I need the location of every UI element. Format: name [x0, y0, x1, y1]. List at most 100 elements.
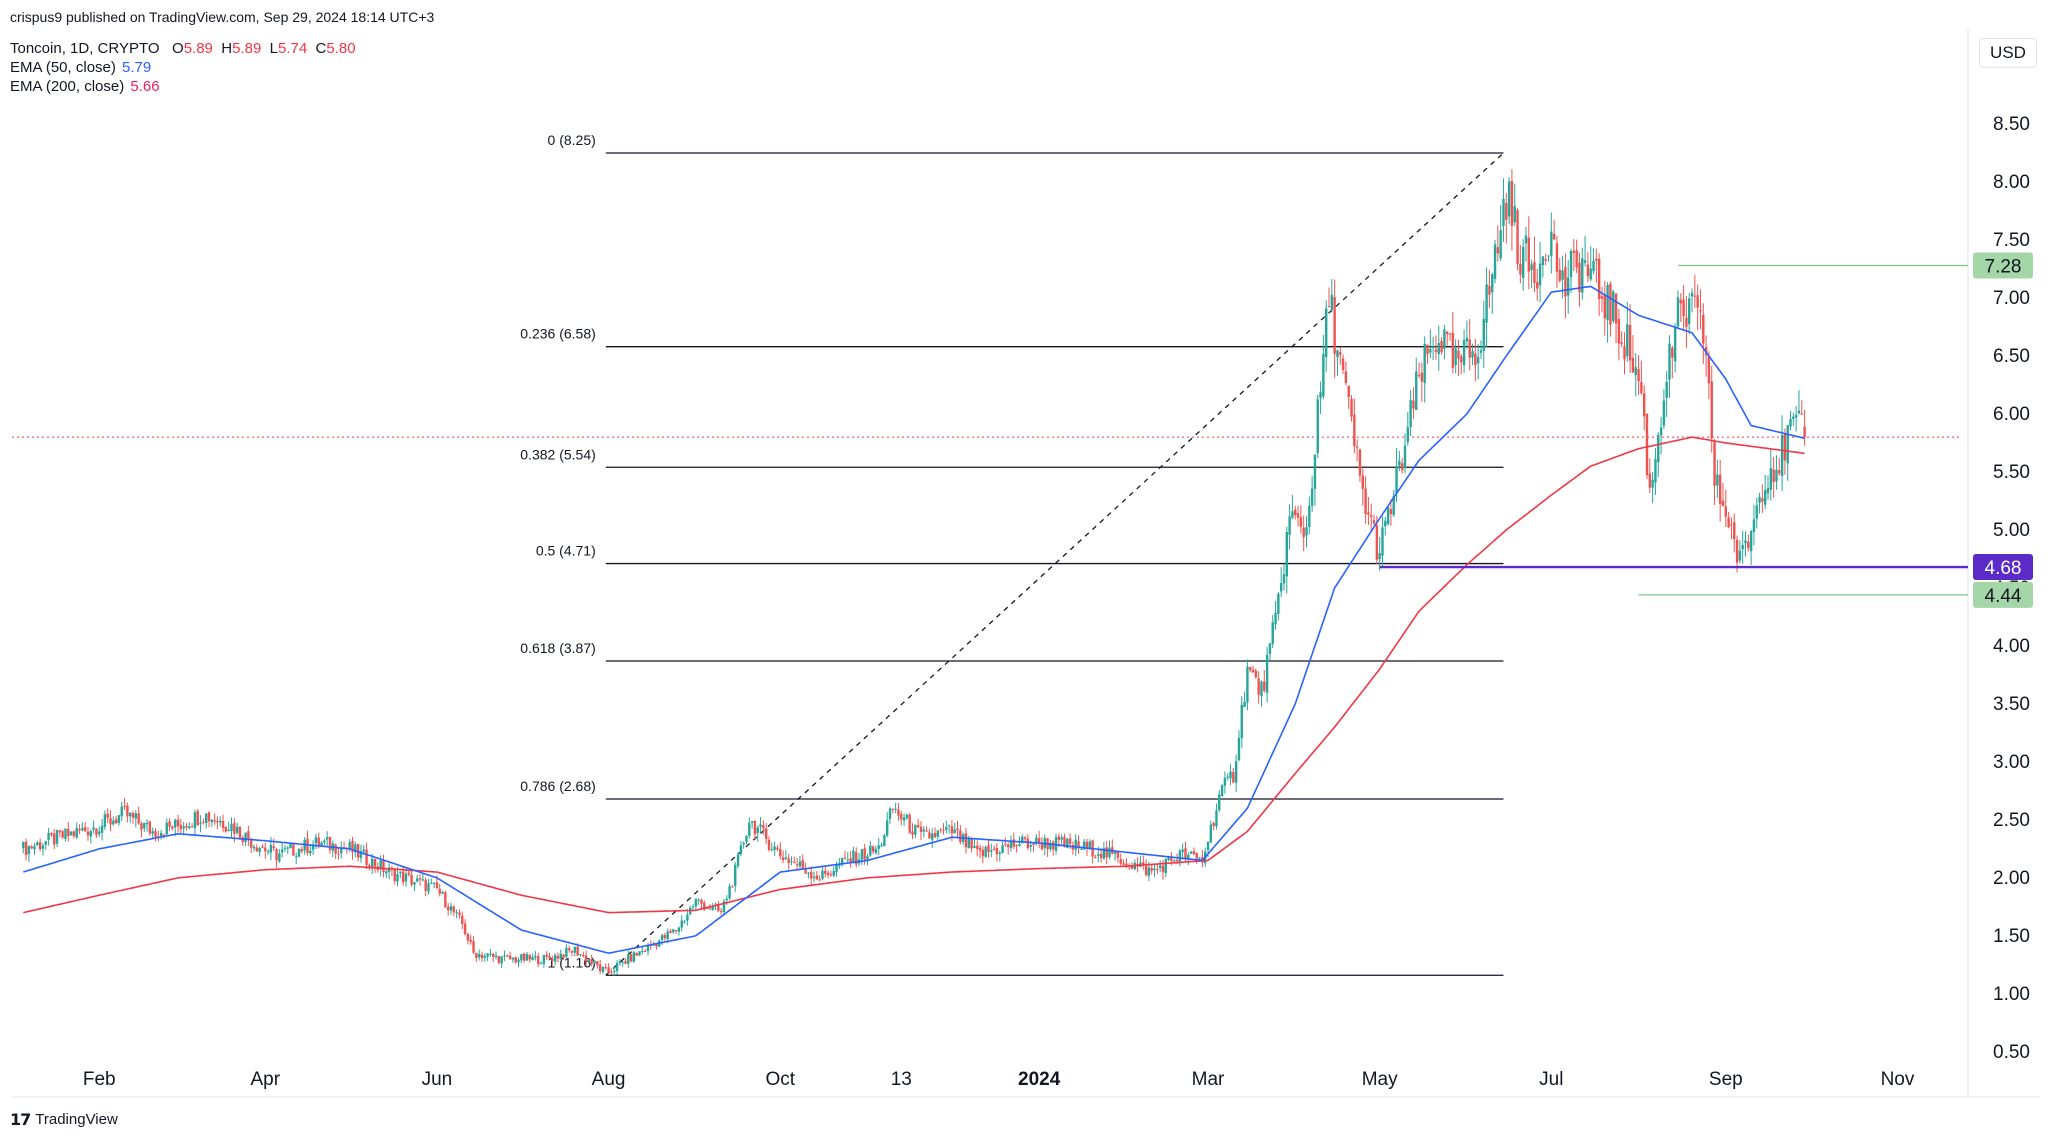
candle	[1597, 253, 1601, 316]
candle-body	[1507, 181, 1511, 217]
candle-body	[992, 848, 996, 850]
candle	[1668, 335, 1671, 398]
candle-body	[1310, 488, 1314, 506]
candle-body	[956, 828, 959, 831]
candle	[199, 815, 202, 833]
candle	[1631, 335, 1635, 374]
candle	[1794, 405, 1798, 432]
candle-body	[931, 833, 934, 840]
candle	[697, 898, 700, 906]
candle-body	[469, 939, 472, 942]
candle	[1564, 253, 1567, 319]
candle-body	[179, 824, 183, 830]
candle-body	[787, 858, 790, 863]
candle-body	[1651, 479, 1654, 488]
candle-body	[1583, 260, 1587, 263]
candle-body	[314, 837, 318, 844]
candle	[1268, 642, 1272, 661]
candle	[1035, 833, 1038, 846]
candle	[553, 953, 557, 966]
candle-body	[1510, 181, 1514, 226]
candle-body	[1251, 669, 1255, 673]
candle-body	[987, 845, 990, 853]
candle-body	[1780, 434, 1784, 476]
candle-body	[1595, 258, 1598, 261]
candle-body	[562, 954, 565, 958]
candle	[739, 841, 743, 857]
candle	[438, 883, 441, 897]
candle	[1628, 304, 1632, 373]
candle	[396, 867, 399, 887]
candle	[1592, 248, 1595, 274]
candle-body	[250, 840, 253, 848]
candle	[331, 840, 335, 858]
candle	[98, 826, 101, 838]
candle	[503, 950, 506, 961]
currency-button[interactable]: USD	[1979, 38, 2037, 68]
candle-body	[1431, 346, 1435, 348]
candle	[123, 798, 126, 811]
candle	[643, 948, 647, 953]
candle-body	[486, 953, 489, 957]
candle-body	[159, 832, 163, 837]
candle	[1339, 347, 1342, 365]
candle	[1333, 279, 1336, 378]
candle-body	[1792, 416, 1795, 419]
candle	[1049, 839, 1052, 852]
candle	[47, 827, 50, 846]
candle-body	[461, 915, 464, 924]
candle	[258, 846, 261, 857]
candle-body	[807, 872, 810, 874]
candle-body	[1063, 836, 1066, 847]
candle-body	[615, 962, 619, 971]
candle-body	[1282, 574, 1286, 584]
candle-body	[539, 963, 543, 965]
candle	[877, 837, 880, 856]
candle	[579, 954, 582, 957]
candle-body	[193, 812, 197, 829]
candle	[883, 833, 886, 847]
candle	[1400, 458, 1404, 474]
candle-body	[1502, 198, 1505, 227]
candle-body	[1339, 352, 1342, 355]
candle	[790, 856, 793, 866]
candle-body	[826, 872, 830, 876]
candle-body	[1099, 853, 1103, 859]
candle	[525, 951, 529, 962]
candle	[860, 848, 864, 865]
candle	[1142, 855, 1145, 870]
candle	[1533, 236, 1536, 292]
candle-body	[1364, 488, 1367, 515]
candle	[1260, 680, 1263, 707]
candle-body	[1423, 343, 1426, 383]
candle-body	[587, 960, 591, 963]
candle-body	[1564, 267, 1567, 297]
candle	[50, 832, 53, 838]
candle	[1305, 516, 1308, 548]
candle-body	[655, 943, 658, 947]
candle	[1538, 241, 1542, 303]
candle-body	[458, 912, 461, 916]
candle-body	[401, 871, 405, 883]
candle-body	[694, 898, 698, 907]
candle-body	[705, 908, 709, 910]
candle	[1586, 252, 1590, 283]
candle	[734, 861, 737, 892]
candle-body	[207, 812, 211, 822]
candle	[137, 806, 140, 825]
candle-body	[525, 954, 529, 961]
candle	[1313, 454, 1317, 506]
candle	[477, 949, 481, 961]
candle-body	[1758, 497, 1761, 503]
candle-body	[1060, 837, 1063, 840]
candle-body	[1178, 850, 1182, 862]
candle-body	[522, 953, 526, 961]
candle-body	[1575, 250, 1578, 268]
candle	[151, 827, 154, 839]
candle	[272, 838, 275, 852]
candle-body	[1803, 426, 1806, 438]
ohlc-close: C5.80	[315, 40, 356, 57]
candle	[1144, 859, 1148, 877]
candle-body	[548, 956, 551, 959]
